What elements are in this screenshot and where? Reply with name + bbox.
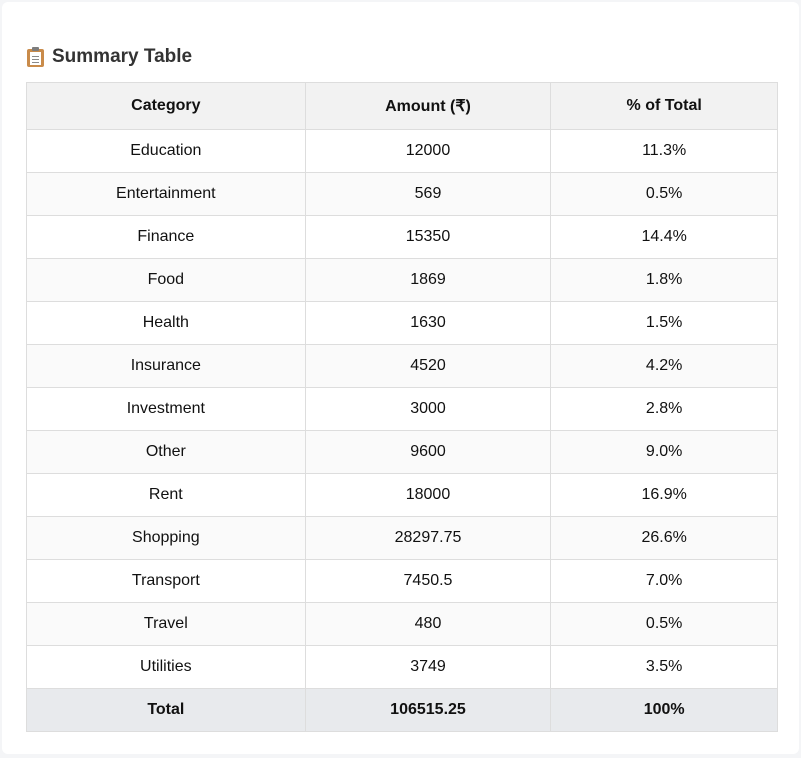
cell-amount: 12000 bbox=[304, 129, 552, 173]
cell-amount: 15350 bbox=[304, 215, 552, 259]
cell-category: Finance bbox=[26, 215, 306, 259]
cell-amount: 4520 bbox=[304, 344, 552, 388]
cell-category: Health bbox=[26, 301, 306, 345]
cell-category: Travel bbox=[26, 602, 306, 646]
cell-percent: 1.8% bbox=[550, 258, 778, 302]
cell-percent: 7.0% bbox=[550, 559, 778, 603]
page-title: Summary Table bbox=[27, 44, 192, 70]
cell-percent: 0.5% bbox=[550, 602, 778, 646]
table-row: Other 9600 9.0% bbox=[26, 430, 778, 474]
cell-percent: 14.4% bbox=[550, 215, 778, 259]
cell-amount: 569 bbox=[304, 172, 552, 216]
title-text: Summary Table bbox=[52, 46, 193, 67]
cell-category: Insurance bbox=[26, 344, 306, 388]
table-row: Utilities 3749 3.5% bbox=[26, 645, 778, 689]
cell-percent: 4.2% bbox=[550, 344, 778, 388]
table-row: Food 1869 1.8% bbox=[26, 258, 778, 302]
cell-percent: 3.5% bbox=[550, 645, 778, 689]
cell-amount: 480 bbox=[304, 602, 552, 646]
cell-category: Entertainment bbox=[26, 172, 306, 216]
column-header-amount: Amount (₹) bbox=[304, 82, 552, 130]
table-row: Investment 3000 2.8% bbox=[26, 387, 778, 431]
cell-category: Food bbox=[26, 258, 306, 302]
table-row: Insurance 4520 4.2% bbox=[26, 344, 778, 388]
total-label: Total bbox=[26, 688, 306, 732]
column-header-percent: % of Total bbox=[550, 82, 778, 130]
summary-table: Category Amount (₹) % of Total Education… bbox=[26, 82, 778, 732]
cell-amount: 1869 bbox=[304, 258, 552, 302]
cell-amount: 1630 bbox=[304, 301, 552, 345]
clipboard-icon bbox=[27, 47, 44, 67]
cell-percent: 0.5% bbox=[550, 172, 778, 216]
cell-amount: 3000 bbox=[304, 387, 552, 431]
table-row: Travel 480 0.5% bbox=[26, 602, 778, 646]
table-row: Health 1630 1.5% bbox=[26, 301, 778, 345]
table-row: Education 12000 11.3% bbox=[26, 129, 778, 173]
cell-percent: 2.8% bbox=[550, 387, 778, 431]
cell-amount: 3749 bbox=[304, 645, 552, 689]
cell-category: Transport bbox=[26, 559, 306, 603]
cell-category: Utilities bbox=[26, 645, 306, 689]
cell-amount: 9600 bbox=[304, 430, 552, 474]
cell-category: Shopping bbox=[26, 516, 306, 560]
table-row: Entertainment 569 0.5% bbox=[26, 172, 778, 216]
cell-percent: 16.9% bbox=[550, 473, 778, 517]
cell-percent: 26.6% bbox=[550, 516, 778, 560]
table-header-row: Category Amount (₹) % of Total bbox=[26, 82, 778, 130]
cell-percent: 9.0% bbox=[550, 430, 778, 474]
cell-category: Investment bbox=[26, 387, 306, 431]
cell-category: Education bbox=[26, 129, 306, 173]
cell-percent: 1.5% bbox=[550, 301, 778, 345]
table-row: Shopping 28297.75 26.6% bbox=[26, 516, 778, 560]
cell-amount: 28297.75 bbox=[304, 516, 552, 560]
column-header-category: Category bbox=[26, 82, 306, 130]
table-row: Transport 7450.5 7.0% bbox=[26, 559, 778, 603]
cell-category: Other bbox=[26, 430, 306, 474]
table-row: Finance 15350 14.4% bbox=[26, 215, 778, 259]
total-row: Total 106515.25 100% bbox=[26, 688, 778, 732]
total-amount: 106515.25 bbox=[304, 688, 552, 732]
cell-percent: 11.3% bbox=[550, 129, 778, 173]
cell-amount: 7450.5 bbox=[304, 559, 552, 603]
table-body: Education 12000 11.3% Entertainment 569 … bbox=[26, 129, 778, 689]
cell-category: Rent bbox=[26, 473, 306, 517]
cell-amount: 18000 bbox=[304, 473, 552, 517]
table-row: Rent 18000 16.9% bbox=[26, 473, 778, 517]
total-percent: 100% bbox=[550, 688, 778, 732]
